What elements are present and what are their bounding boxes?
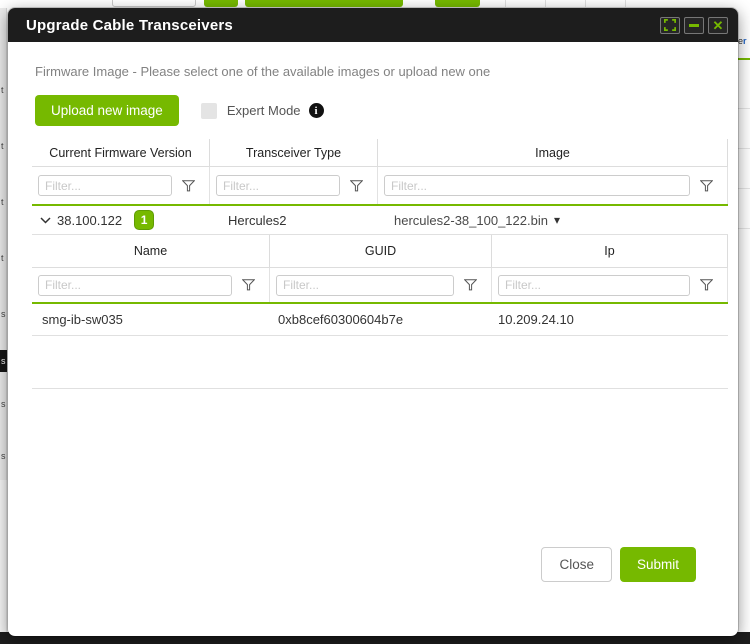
window-controls: ✕ <box>660 16 728 34</box>
filter-funnel-icon[interactable] <box>700 279 713 291</box>
filter-cell-image <box>378 167 728 204</box>
upgrade-cable-transceivers-dialog: Upgrade Cable Transceivers ✕ Firmware Im… <box>8 8 738 636</box>
filter-cell-name <box>32 268 270 302</box>
filter-guid-input[interactable] <box>276 274 454 296</box>
submit-button[interactable]: Submit <box>619 547 696 582</box>
chevron-down-icon: ▾ <box>553 213 560 227</box>
header-image: Image <box>378 139 728 166</box>
background-divider <box>625 0 626 7</box>
transceiver-type-value: Hercules2 <box>228 212 287 228</box>
device-row: smg-ib-sw035 0xb8cef60300604b7e 10.209.2… <box>32 304 728 336</box>
background-left-panel: t t t t s s s s <box>0 8 7 480</box>
upload-new-image-button[interactable]: Upload new image <box>35 95 179 126</box>
filter-cell-version <box>32 167 210 204</box>
filter-funnel-icon[interactable] <box>242 279 255 291</box>
firmware-version-value: 38.100.122 <box>57 212 123 228</box>
filter-funnel-icon[interactable] <box>700 179 713 192</box>
background-text-fragment: s <box>1 399 6 409</box>
device-count-badge: 1 <box>134 210 155 230</box>
background-button-outline <box>112 0 196 7</box>
background-button-green-2 <box>245 0 403 7</box>
filter-funnel-icon[interactable] <box>182 179 195 192</box>
filter-name-input[interactable] <box>38 274 232 296</box>
maximize-button[interactable] <box>660 16 680 34</box>
firmware-table-filter-row <box>32 167 728 206</box>
background-divider <box>585 0 586 7</box>
background-text-fragment: t <box>1 141 4 151</box>
background-toolbar <box>0 0 750 8</box>
filter-version-input[interactable] <box>38 175 172 196</box>
filter-cell-type <box>210 167 378 204</box>
device-ip-value: 10.209.24.10 <box>498 312 574 327</box>
header-current-firmware-version: Current Firmware Version <box>32 139 210 166</box>
background-row-line <box>738 108 750 109</box>
actions-row: Upload new image Expert Mode i <box>35 95 728 126</box>
dialog-titlebar: Upgrade Cable Transceivers ✕ <box>8 8 738 42</box>
expand-icon <box>664 19 676 31</box>
dialog-title: Upgrade Cable Transceivers <box>26 16 233 34</box>
background-divider <box>505 0 506 7</box>
firmware-image-description: Firmware Image - Please select one of th… <box>35 64 491 79</box>
device-guid-value: 0xb8cef60300604b7e <box>278 312 404 327</box>
background-row-line <box>738 228 750 229</box>
selected-image-value: hercules2-38_100_122.bin <box>394 212 548 228</box>
background-text-fragment: s <box>1 309 6 319</box>
filter-image-input[interactable] <box>384 175 690 196</box>
image-select-dropdown[interactable]: hercules2-38_100_122.bin ▾ <box>378 213 728 228</box>
devices-table-header-row: Name GUID Ip <box>32 235 728 268</box>
background-button-green-3 <box>435 0 480 7</box>
background-selected-item: s <box>0 350 7 372</box>
firmware-table: Current Firmware Version Transceiver Typ… <box>32 139 728 389</box>
close-button[interactable]: ✕ <box>708 16 728 34</box>
expert-mode-label: Expert Mode <box>226 103 301 118</box>
filter-cell-guid <box>270 268 492 302</box>
header-guid: GUID <box>270 235 492 267</box>
firmware-row-version-cell: 38.100.122 1 <box>32 210 210 230</box>
background-text-fragment: t <box>1 85 4 95</box>
table-empty-area <box>32 336 728 389</box>
background-button-green-1 <box>204 0 238 7</box>
background-row-line <box>738 148 750 149</box>
filter-funnel-icon[interactable] <box>350 179 363 192</box>
dialog-body: Firmware Image - Please select one of th… <box>8 42 738 636</box>
devices-table-filter-row <box>32 268 728 304</box>
filter-cell-ip <box>492 268 728 302</box>
firmware-row: 38.100.122 1 Hercules2 hercules2-38_100_… <box>32 206 728 235</box>
header-ip: Ip <box>492 235 728 267</box>
minimize-icon <box>689 23 699 27</box>
close-icon: ✕ <box>712 17 724 33</box>
background-text-fragment: s <box>1 451 6 461</box>
background-left-panel-lower <box>0 480 7 632</box>
firmware-table-header-row: Current Firmware Version Transceiver Typ… <box>32 139 728 167</box>
background-text-fragment: t <box>1 197 4 207</box>
background-text-fragment: t <box>1 253 4 263</box>
background-divider <box>545 0 546 7</box>
header-name: Name <box>32 235 270 267</box>
close-dialog-button[interactable]: Close <box>541 547 612 582</box>
minimize-button[interactable] <box>684 16 704 34</box>
filter-ip-input[interactable] <box>498 274 690 296</box>
header-transceiver-type: Transceiver Type <box>210 139 378 166</box>
background-green-rule <box>738 58 750 60</box>
filter-type-input[interactable] <box>216 175 340 196</box>
expert-mode-checkbox[interactable] <box>200 102 217 119</box>
info-icon[interactable]: i <box>308 103 324 118</box>
background-row-line <box>738 188 750 189</box>
background-link-fragment: er <box>738 36 747 46</box>
filter-funnel-icon[interactable] <box>464 279 477 291</box>
background-right-panel: er <box>738 8 750 632</box>
collapse-row-chevron-icon[interactable] <box>40 216 51 224</box>
device-name-value: smg-ib-sw035 <box>42 312 123 327</box>
dialog-footer: Close Submit <box>32 547 728 582</box>
